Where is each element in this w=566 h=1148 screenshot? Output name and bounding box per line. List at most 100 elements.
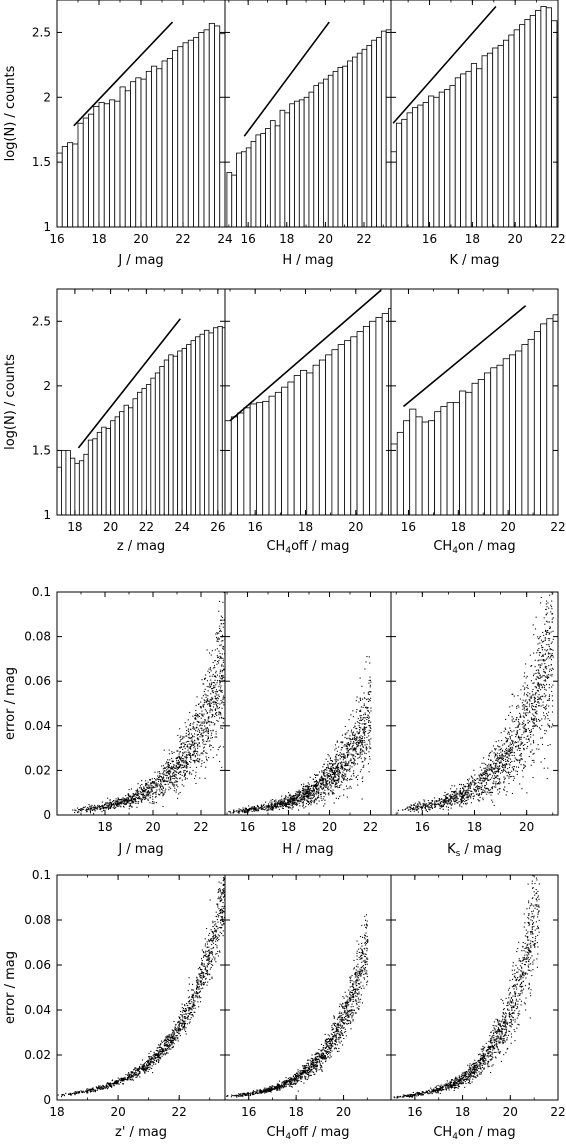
data-point <box>193 777 196 780</box>
data-point <box>210 688 213 690</box>
data-point <box>527 738 529 740</box>
data-point <box>248 809 250 811</box>
data-point <box>313 799 315 801</box>
data-point <box>323 772 325 774</box>
data-point <box>233 809 235 811</box>
data-point <box>509 752 511 755</box>
data-point <box>477 790 480 792</box>
data-point <box>201 697 203 699</box>
histogram-bar <box>161 60 168 227</box>
data-point <box>151 778 153 780</box>
data-point <box>532 740 534 742</box>
data-point <box>417 811 420 813</box>
data-point <box>519 744 521 746</box>
data-point <box>519 739 521 741</box>
data-point <box>461 784 463 786</box>
histogram-bar <box>274 391 282 515</box>
data-point <box>321 771 323 773</box>
data-point <box>184 744 186 746</box>
data-point <box>190 729 192 731</box>
data-point <box>350 787 352 789</box>
data-point <box>82 806 84 808</box>
data-point <box>143 791 145 793</box>
data-point <box>182 767 184 769</box>
data-point <box>537 638 539 640</box>
data-point <box>127 795 130 797</box>
data-point <box>506 772 508 774</box>
data-point <box>499 780 501 782</box>
histogram-bar <box>226 172 233 227</box>
data-point <box>110 805 112 807</box>
data-point <box>208 704 211 706</box>
data-point <box>474 774 476 776</box>
data-point <box>507 750 510 752</box>
data-point <box>364 752 366 754</box>
data-point <box>328 755 330 757</box>
data-point <box>422 805 424 807</box>
data-point <box>334 786 336 788</box>
data-point <box>146 784 148 786</box>
data-point <box>445 799 447 801</box>
data-point <box>347 764 349 766</box>
data-point <box>344 756 346 758</box>
data-point <box>488 765 490 767</box>
data-point <box>506 791 508 793</box>
data-point <box>181 760 183 762</box>
data-point <box>519 728 521 730</box>
data-point <box>170 779 172 781</box>
data-point <box>529 696 531 698</box>
data-point <box>179 773 181 775</box>
data-point <box>534 659 536 661</box>
data-point <box>304 786 306 788</box>
data-point <box>310 792 312 794</box>
data-point <box>307 804 310 806</box>
data-point <box>462 796 464 798</box>
data-point <box>498 783 500 785</box>
x-tick-label: 18 <box>67 520 82 534</box>
data-point <box>102 806 104 808</box>
data-point <box>252 808 254 810</box>
data-point <box>169 781 171 783</box>
data-point <box>522 708 524 710</box>
data-point <box>103 807 105 809</box>
data-point <box>170 767 172 769</box>
data-point <box>351 746 353 748</box>
data-point <box>487 775 489 777</box>
data-point <box>531 706 533 708</box>
data-point <box>459 795 461 797</box>
y-tick-label: 1.5 <box>32 155 51 169</box>
data-point <box>177 772 180 775</box>
data-point <box>302 785 305 787</box>
data-point <box>530 764 532 766</box>
data-point <box>509 727 511 729</box>
data-point <box>140 788 142 790</box>
data-point <box>215 672 217 674</box>
data-point <box>321 779 323 781</box>
data-point <box>344 763 346 765</box>
histogram-bar <box>449 85 456 227</box>
data-point <box>344 733 346 735</box>
data-point <box>142 793 144 795</box>
x-axis-label: H / mag <box>282 842 333 857</box>
data-point <box>206 700 208 703</box>
data-point <box>535 678 537 680</box>
data-point <box>537 690 539 692</box>
data-point <box>549 657 551 659</box>
data-point <box>365 749 367 751</box>
data-point <box>306 795 308 797</box>
data-point <box>352 747 354 749</box>
data-point <box>188 737 190 739</box>
data-point <box>317 791 319 794</box>
data-point <box>221 678 223 680</box>
data-point <box>119 802 121 804</box>
data-point <box>358 724 360 727</box>
data-point <box>470 794 472 796</box>
data-point <box>328 792 330 794</box>
data-point <box>95 806 97 808</box>
data-point <box>198 759 200 761</box>
data-point <box>421 807 423 809</box>
data-point <box>492 745 495 747</box>
data-point <box>548 607 550 609</box>
data-point <box>207 737 210 739</box>
data-point <box>524 713 526 715</box>
